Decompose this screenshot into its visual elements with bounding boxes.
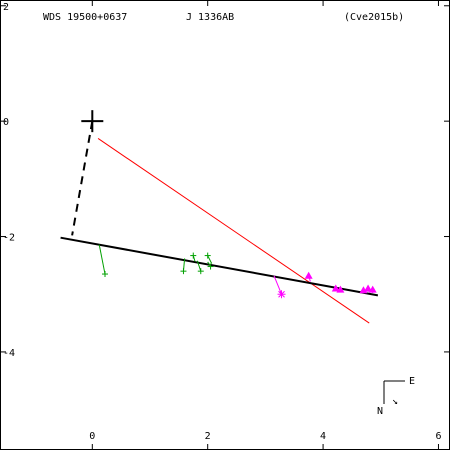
magenta-star-marker — [278, 290, 285, 298]
green-residual-line — [196, 260, 202, 272]
y-tick-label: -2 — [3, 233, 15, 244]
magenta-triangle-marker — [304, 271, 313, 279]
magenta-triangle-marker — [364, 284, 373, 292]
orbit-reference: (Cve2015b) — [344, 12, 404, 23]
magenta-residual-line — [273, 275, 283, 295]
orientation-indicator: E N ↘ — [377, 376, 415, 417]
east-label: E — [409, 376, 415, 387]
motion-arrow-icon: ↘ — [392, 396, 398, 407]
orbit-layer — [60, 110, 379, 324]
y-tick-label: 0 — [3, 117, 9, 128]
magenta-triangle-marker — [368, 285, 377, 293]
green-residual-line — [207, 255, 213, 264]
y-tick-label: 2 — [3, 2, 9, 13]
orbit-line — [60, 236, 379, 297]
x-tick-label: 0 — [89, 431, 95, 442]
y-tick-label: -4 — [3, 348, 15, 359]
north-label: N — [377, 406, 383, 417]
wds-identifier: WDS 19500+0637 — [43, 12, 127, 23]
periastron-line — [71, 120, 94, 236]
discoverer-designation: J 1336AB — [186, 12, 234, 23]
magenta-triangle-marker — [336, 285, 345, 293]
green-residual-line — [98, 244, 106, 275]
observations-layer — [98, 244, 377, 299]
magenta-triangle-marker — [331, 284, 340, 292]
x-tick-label: 2 — [205, 431, 211, 442]
linear-fit-line — [97, 138, 370, 324]
x-tick-label: 6 — [435, 431, 441, 442]
x-tick-label: 4 — [320, 431, 326, 442]
